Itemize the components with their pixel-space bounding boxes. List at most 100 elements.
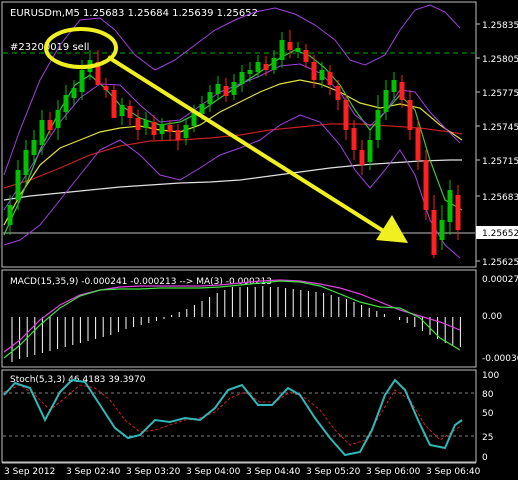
price-tick-2: 1.25805 xyxy=(482,55,518,65)
price-tick-7: 1.25625 xyxy=(482,258,518,268)
price-panel[interactable]: EURUSDm,M5 1.25683 1.25684 1.25639 1.256… xyxy=(1,1,518,268)
trend-arrow-line[interactable] xyxy=(106,55,387,234)
time-tick-5: 3 Sep 04:40 xyxy=(246,467,301,477)
ma-long-line xyxy=(3,159,462,201)
candles-group[interactable] xyxy=(7,30,461,258)
macd-histogram xyxy=(11,286,461,362)
candle-body[interactable] xyxy=(135,118,141,130)
macd-panel-border xyxy=(1,269,477,368)
candle-body[interactable] xyxy=(231,82,237,95)
price-tick-5: 1.25715 xyxy=(482,157,518,167)
macd-main-line xyxy=(3,280,461,359)
candle-body[interactable] xyxy=(111,90,117,118)
stoch-panel[interactable]: Stoch(5,3,3) 46.4183 39.3970 100 80 50 2… xyxy=(1,369,499,463)
candle-body[interactable] xyxy=(279,40,285,60)
stoch-axis-80: 80 xyxy=(482,390,494,400)
price-axis: 1.25835 1.25805 1.25775 1.25745 1.25715 … xyxy=(476,21,518,268)
symbol-header: EURUSDm,M5 1.25683 1.25684 1.25639 1.256… xyxy=(10,8,258,19)
candle-body[interactable] xyxy=(31,140,37,155)
time-axis: 3 Sep 2012 3 Sep 02:40 3 Sep 03:20 3 Sep… xyxy=(2,462,481,477)
candle-body[interactable] xyxy=(175,130,181,140)
candle-body[interactable] xyxy=(63,95,69,112)
price-tick-4: 1.25745 xyxy=(482,123,518,133)
candle-body[interactable] xyxy=(455,195,461,230)
candle-body[interactable] xyxy=(55,110,61,128)
candle-body[interactable] xyxy=(71,88,77,98)
candle-body[interactable] xyxy=(271,58,277,70)
candle-body[interactable] xyxy=(431,210,437,255)
candle-body[interactable] xyxy=(223,86,229,96)
candle-body[interactable] xyxy=(439,220,445,240)
macd-panel[interactable]: MACD(15,35,9) -0.000241 -0.000213 --> MA… xyxy=(1,269,518,368)
candle-body[interactable] xyxy=(47,120,53,130)
time-tick-7: 3 Sep 06:00 xyxy=(366,467,421,477)
candle-body[interactable] xyxy=(159,124,165,134)
candle-body[interactable] xyxy=(39,120,45,145)
trend-arrow-head xyxy=(376,215,408,243)
candle-body[interactable] xyxy=(151,122,157,135)
candle-body[interactable] xyxy=(215,84,221,94)
macd-label: MACD(15,35,9) -0.000241 -0.000213 --> MA… xyxy=(10,277,272,287)
candle-body[interactable] xyxy=(311,62,317,80)
stoch-axis-100: 100 xyxy=(482,371,499,381)
bollinger-lower xyxy=(3,114,461,259)
candle-body[interactable] xyxy=(191,112,197,126)
time-tick-8: 3 Sep 06:40 xyxy=(426,467,481,477)
candle-body[interactable] xyxy=(127,106,133,118)
candle-body[interactable] xyxy=(255,62,261,72)
candle-body[interactable] xyxy=(119,105,125,116)
price-tick-6: 1.25683 xyxy=(482,193,518,203)
price-tick-1: 1.25835 xyxy=(482,21,518,31)
candle-body[interactable] xyxy=(375,110,381,140)
candle-body[interactable] xyxy=(167,125,173,132)
candle-body[interactable] xyxy=(399,82,405,100)
time-tick-4: 3 Sep 04:00 xyxy=(186,467,241,477)
ma-slow-line xyxy=(3,123,463,189)
price-tick-3: 1.25775 xyxy=(482,89,518,99)
bollinger-upper xyxy=(3,4,461,176)
ma-mid-line xyxy=(3,79,463,226)
candle-body[interactable] xyxy=(183,125,189,138)
stoch-panel-border xyxy=(1,369,477,463)
candle-body[interactable] xyxy=(423,160,429,210)
candle-body[interactable] xyxy=(287,42,293,50)
candle-body[interactable] xyxy=(247,70,253,74)
candle-body[interactable] xyxy=(143,120,149,128)
candle-body[interactable] xyxy=(263,64,269,70)
candle-body[interactable] xyxy=(23,150,29,175)
candle-body[interactable] xyxy=(207,92,213,104)
candle-body[interactable] xyxy=(199,104,205,114)
candle-body[interactable] xyxy=(335,86,341,100)
macd-axis-zero: 0.00 xyxy=(482,312,502,322)
candle-body[interactable] xyxy=(303,50,309,62)
highlight-ellipse[interactable] xyxy=(44,27,118,69)
candle-body[interactable] xyxy=(351,128,357,150)
candle-body[interactable] xyxy=(7,205,13,225)
candle-body[interactable] xyxy=(103,86,109,90)
candle-body[interactable] xyxy=(95,62,101,85)
time-tick-6: 3 Sep 05:20 xyxy=(306,467,361,477)
candle-body[interactable] xyxy=(295,48,301,52)
stoch-axis-50: 50 xyxy=(482,409,494,419)
macd-signal-line xyxy=(3,279,461,353)
candle-body[interactable] xyxy=(327,72,333,85)
macd-axis-top: 0.000273 xyxy=(482,275,518,285)
candle-body[interactable] xyxy=(383,90,389,112)
candle-body[interactable] xyxy=(367,140,373,162)
time-tick-3: 3 Sep 03:20 xyxy=(126,467,181,477)
current-price-badge xyxy=(476,226,518,239)
candle-body[interactable] xyxy=(415,128,421,160)
candle-body[interactable] xyxy=(343,100,349,130)
macd-axis-bottom: -0.00030 xyxy=(482,354,518,364)
candle-body[interactable] xyxy=(239,72,245,84)
candle-body[interactable] xyxy=(407,100,413,130)
candle-body[interactable] xyxy=(359,150,365,165)
candle-body[interactable] xyxy=(79,70,85,92)
stoch-axis-0: 0 xyxy=(482,453,488,463)
candle-body[interactable] xyxy=(319,70,325,80)
candle-body[interactable] xyxy=(15,170,21,200)
candle-body[interactable] xyxy=(391,80,397,92)
candle-body[interactable] xyxy=(447,190,453,222)
sell-order-label: #23200019 sell xyxy=(10,42,89,53)
